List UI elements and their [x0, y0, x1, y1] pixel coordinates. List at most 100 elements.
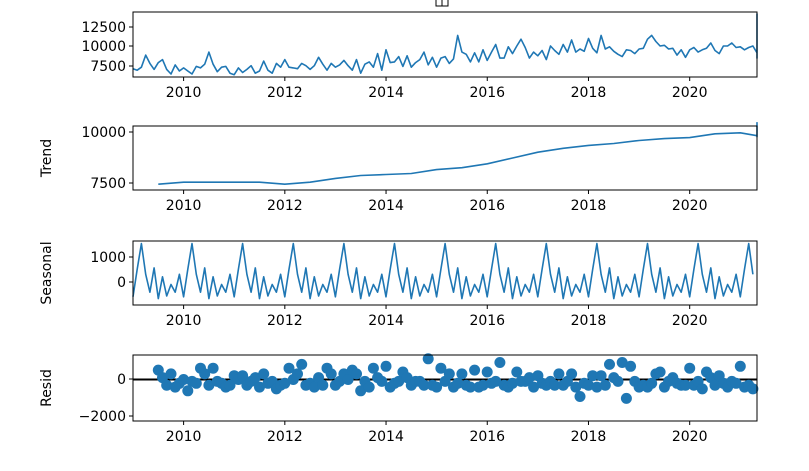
resid-point	[443, 368, 455, 380]
resid-point	[583, 379, 594, 391]
resid-point	[161, 379, 173, 391]
resid-point	[494, 357, 506, 368]
resid-point	[646, 377, 658, 389]
y-tick-label: 10000	[81, 125, 126, 141]
x-tick-label: 2014	[368, 429, 404, 445]
resid-point	[351, 368, 362, 380]
x-tick-label: 2016	[469, 313, 505, 329]
resid-point	[199, 368, 211, 380]
x-tick-label: 2012	[267, 85, 303, 101]
resid-point	[464, 381, 476, 393]
resid-point	[422, 353, 434, 365]
resid-point	[292, 368, 303, 380]
resid-point	[490, 375, 502, 387]
resid-point	[616, 357, 628, 368]
x-tick-label: 2018	[571, 313, 607, 329]
resid-point	[612, 375, 624, 387]
observed-series-line	[132, 13, 758, 76]
x-tick-label: 2014	[368, 85, 404, 101]
resid-point	[709, 379, 721, 391]
resid-point	[747, 383, 759, 395]
resid-point	[604, 358, 615, 370]
resid-panel: 2010 2012 2014 2016 2018 2020 0 −2000 Resid	[39, 353, 759, 445]
resid-point	[325, 368, 337, 380]
x-tick-label: 2018	[571, 429, 607, 445]
resid-point	[249, 372, 261, 384]
resid-point	[237, 370, 249, 382]
resid-point	[178, 374, 190, 385]
y-tick-label: 1000	[90, 250, 126, 266]
y-tick-label: −2000	[79, 409, 126, 425]
figure-title-glyph	[435, 0, 449, 7]
resid-point	[684, 362, 696, 374]
y-tick-label: 0	[117, 372, 126, 388]
resid-point	[730, 377, 742, 389]
axes-frame	[132, 125, 758, 191]
resid-point	[279, 377, 291, 389]
x-tick-label: 2014	[368, 198, 404, 214]
resid-point	[258, 368, 270, 380]
resid-point	[203, 379, 215, 391]
x-tick-label: 2012	[267, 313, 303, 329]
y-tick-label: 7500	[90, 176, 126, 192]
y-tick-label: 12500	[81, 20, 126, 36]
resid-point	[477, 379, 489, 391]
resid-point	[680, 379, 691, 391]
resid-point	[224, 379, 236, 391]
resid-point	[523, 372, 535, 384]
resid-point	[528, 381, 540, 393]
resid-point	[376, 375, 388, 387]
resid-point	[380, 360, 392, 372]
x-tick-label: 2010	[166, 313, 202, 329]
seasonal-panel: 2010 2012 2014 2016 2018 2020 1000 0 Seasonal	[39, 240, 758, 329]
resid-point	[418, 379, 430, 391]
y-tick-label: 0	[117, 275, 126, 291]
resid-point	[317, 379, 329, 391]
resid-point	[734, 360, 746, 372]
resid-point	[574, 391, 586, 402]
resid-point	[190, 377, 202, 389]
resid-point	[367, 362, 379, 374]
x-tick-label: 2020	[672, 429, 708, 445]
resid-point	[469, 364, 481, 376]
resid-point	[283, 362, 295, 374]
resid-point	[308, 381, 320, 393]
resid-point	[182, 385, 194, 397]
resid-point	[625, 360, 637, 372]
seasonal-series-line	[132, 242, 754, 300]
resid-point	[549, 379, 561, 391]
resid-point	[431, 381, 443, 393]
resid-point	[511, 366, 523, 378]
observed-panel: 2010 2012 2014 2016 2018 2020 7500 10000 12500	[81, 11, 758, 101]
resid-point	[587, 370, 599, 382]
axes-frame	[132, 354, 758, 422]
resid-point	[696, 383, 708, 395]
resid-point	[599, 379, 611, 391]
x-tick-label: 2016	[469, 198, 505, 214]
x-tick-label: 2020	[672, 198, 708, 214]
resid-point	[207, 362, 219, 374]
x-tick-label: 2020	[672, 85, 708, 101]
resid-point	[435, 362, 447, 374]
x-tick-label: 2016	[469, 429, 505, 445]
resid-point	[507, 377, 518, 389]
x-tick-label: 2010	[166, 429, 202, 445]
resid-point	[654, 366, 666, 378]
trend-panel: 2010 2012 2014 2016 2018 2020 7500 10000 Trend	[39, 122, 758, 214]
axes-frame	[132, 240, 758, 306]
resid-point	[591, 381, 603, 393]
x-tick-label: 2010	[166, 198, 202, 214]
resid-point	[363, 381, 375, 393]
resid-point	[165, 368, 177, 380]
resid-point	[393, 375, 405, 387]
resid-point	[342, 374, 354, 385]
resid-point	[254, 381, 265, 393]
x-tick-label: 2020	[672, 313, 708, 329]
y-tick-label: 10000	[81, 39, 126, 55]
x-tick-label: 2014	[368, 313, 404, 329]
resid-point	[570, 381, 582, 393]
resid-point	[566, 368, 578, 380]
x-tick-label: 2018	[571, 198, 607, 214]
seasonal-axis-label: Seasonal	[39, 241, 55, 304]
